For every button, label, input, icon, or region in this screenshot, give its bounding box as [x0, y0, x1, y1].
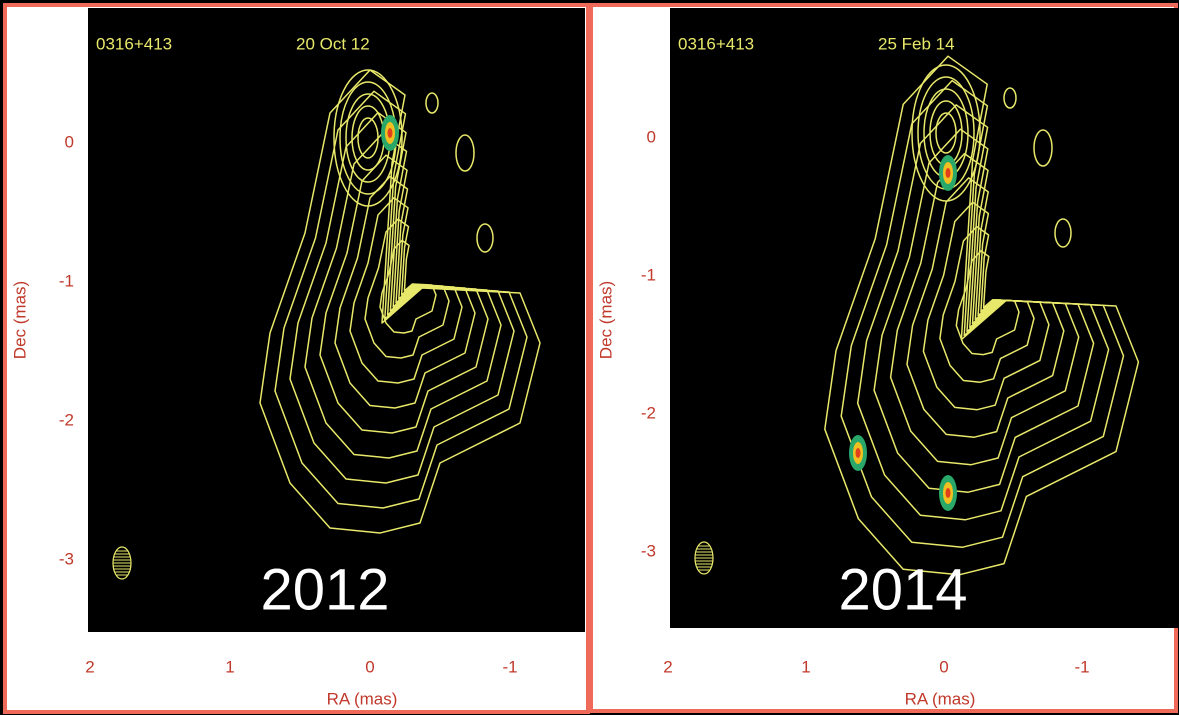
- epoch-date: 20 Oct 12: [296, 34, 370, 53]
- panel: 0316+413 20 Oct 12 2012 2 1 0 -1 0 -1 -2 -3 RA (mas…: [5, 5, 588, 712]
- epoch-date: 25 Feb 14: [878, 34, 955, 53]
- year-label: 2012: [260, 557, 389, 622]
- y-tick-label: 0: [65, 132, 74, 151]
- x-tick-label: 2: [85, 657, 94, 676]
- y-axis-label: Dec (mas): [596, 281, 615, 359]
- figure: 0316+413 20 Oct 12 2012 2 1 0 -1 0 -1 -2 -3 RA (mas…: [0, 0, 1179, 715]
- y-tick-label: -2: [59, 410, 74, 429]
- y-tick-label: -3: [641, 541, 656, 560]
- y-tick-label: -2: [641, 403, 656, 422]
- y-tick-label: -3: [59, 549, 74, 568]
- x-axis-label: RA (mas): [905, 689, 976, 708]
- component: [388, 128, 393, 138]
- source-name: 0316+413: [678, 34, 754, 53]
- body: 0316+413 20 Oct 12 2012 2 1 0 -1 0 -1 -2 -3 RA (mas…: [0, 0, 1179, 715]
- year-label: 2014: [838, 557, 967, 622]
- x-tick-label: -1: [502, 657, 517, 676]
- page: {"panels": [ {"source": "0316+413", "dat…: [0, 0, 1179, 715]
- image-area: [88, 8, 585, 632]
- x-tick-label: 0: [939, 657, 948, 676]
- y-tick-label: 0: [647, 127, 656, 146]
- y-tick-label: -1: [59, 271, 74, 290]
- y-tick-label: -1: [641, 265, 656, 284]
- x-tick-label: -1: [1074, 657, 1089, 676]
- component: [946, 168, 951, 178]
- component: [946, 488, 951, 498]
- x-tick-label: 1: [801, 657, 810, 676]
- x-tick-label: 1: [225, 657, 234, 676]
- panel: 0316+413 25 Feb 14 2014 2 1 0 -1 0 -1 -2 -3 RA (mas…: [591, 5, 1179, 711]
- component: [856, 448, 861, 458]
- x-axis-label: RA (mas): [327, 689, 398, 708]
- x-tick-label: 0: [365, 657, 374, 676]
- y-axis-label: Dec (mas): [10, 281, 29, 359]
- x-tick-label: 2: [663, 657, 672, 676]
- source-name: 0316+413: [96, 34, 172, 53]
- image-area: [670, 8, 1179, 628]
